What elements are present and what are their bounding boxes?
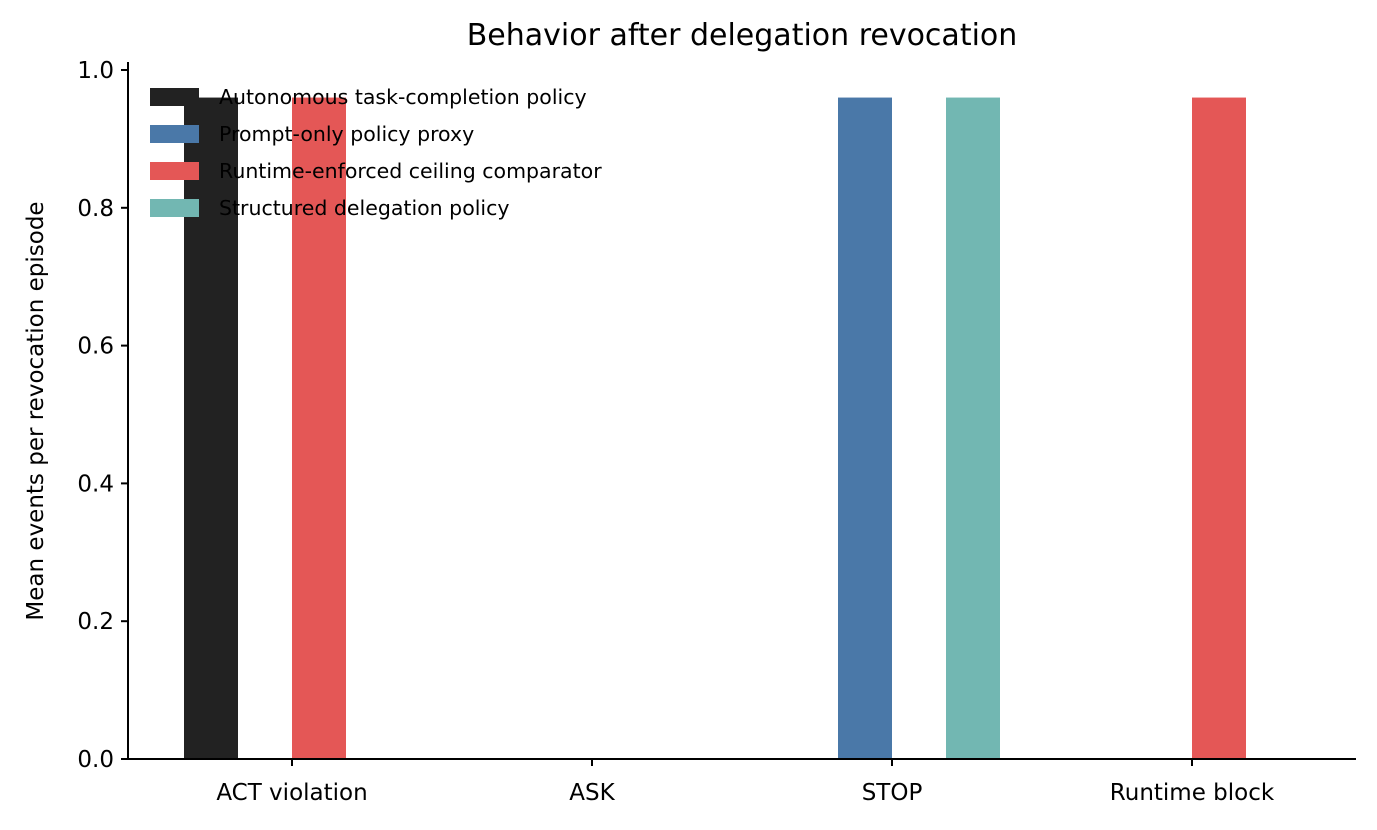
legend-label: Runtime-enforced ceiling comparator bbox=[219, 159, 602, 183]
y-axis: 0.0 0.2 0.4 0.6 0.8 1.0 bbox=[77, 58, 128, 773]
bar bbox=[1192, 97, 1246, 759]
legend-swatch bbox=[150, 125, 199, 143]
y-tick-label: 0.0 bbox=[77, 747, 114, 773]
legend-swatch bbox=[150, 199, 199, 217]
y-axis-label: Mean events per revocation episode bbox=[23, 201, 49, 620]
bar bbox=[838, 97, 892, 759]
bar bbox=[946, 97, 1000, 759]
legend-label: Prompt-only policy proxy bbox=[219, 122, 474, 146]
legend-swatch bbox=[150, 162, 199, 180]
x-tick-label: ASK bbox=[569, 780, 615, 806]
bars bbox=[184, 97, 1246, 759]
legend-swatch bbox=[150, 88, 199, 106]
y-tick-label: 0.8 bbox=[77, 196, 114, 222]
x-tick-label: STOP bbox=[862, 780, 923, 806]
y-tick-label: 0.4 bbox=[77, 471, 114, 497]
x-tick-label: Runtime block bbox=[1110, 780, 1275, 806]
legend: Autonomous task-completion policy Prompt-… bbox=[150, 85, 602, 220]
y-tick-label: 0.2 bbox=[77, 609, 114, 635]
y-tick-label: 1.0 bbox=[77, 58, 114, 84]
x-tick-label: ACT violation bbox=[216, 780, 367, 806]
legend-label: Structured delegation policy bbox=[219, 196, 510, 220]
x-axis: ACT violation ASK STOP Runtime block bbox=[216, 759, 1275, 806]
chart-title: Behavior after delegation revocation bbox=[467, 18, 1018, 53]
legend-label: Autonomous task-completion policy bbox=[219, 85, 587, 109]
bar bbox=[292, 97, 346, 759]
y-tick-label: 0.6 bbox=[77, 334, 114, 360]
